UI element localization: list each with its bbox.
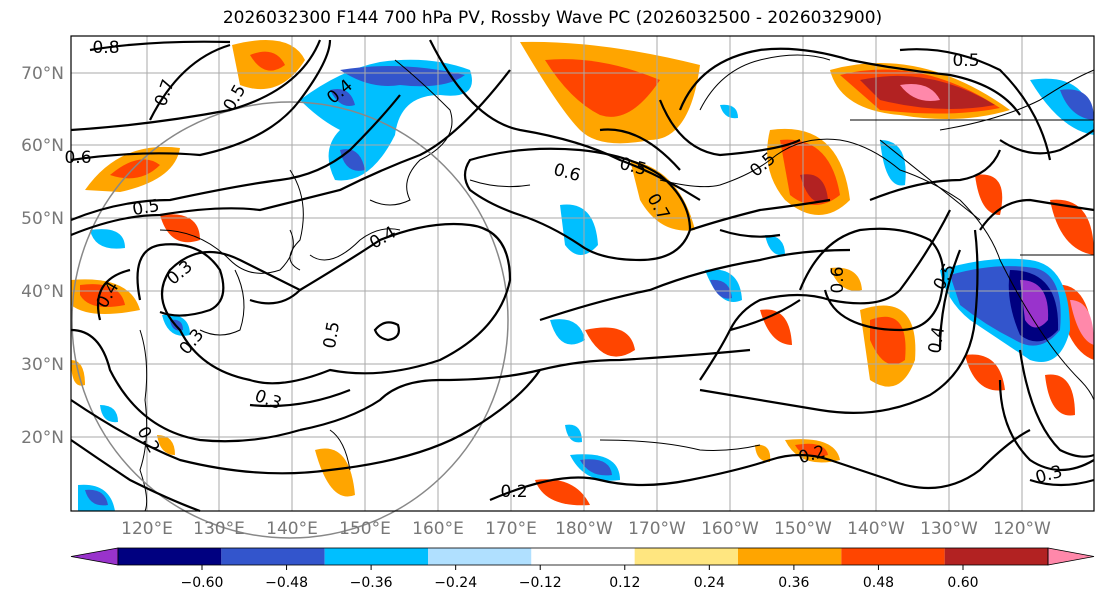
- contour-label: 0.5: [952, 51, 979, 71]
- pv-contours: [70, 39, 1095, 513]
- colorbar-extend-low: [70, 547, 119, 566]
- longitude-labels: 120°E 130°E 140°E 150°E 160°E 170°E 180°W 170°W…: [121, 519, 1051, 539]
- colorbar-bin: [841, 548, 945, 565]
- lon-label: 140°W: [847, 519, 905, 539]
- anomaly-blob: [315, 448, 355, 497]
- contour-label: 0.6: [828, 266, 848, 293]
- anomaly-blob: [880, 140, 906, 186]
- map-border: [70, 35, 1095, 512]
- contour-label: 0.5: [320, 320, 344, 350]
- anomaly-blob: [157, 435, 175, 455]
- lon-label: 130°E: [193, 519, 245, 539]
- anomaly-blob: [720, 104, 738, 119]
- lat-label: 20°N: [21, 428, 64, 448]
- lat-label: 30°N: [21, 355, 64, 375]
- anomaly-blob: [550, 319, 585, 345]
- lon-label: 180°W: [555, 519, 613, 539]
- lat-label: 50°N: [21, 209, 64, 229]
- lon-label: 150°E: [339, 519, 391, 539]
- colorbar-bin: [428, 548, 532, 565]
- lon-label: 170°W: [628, 519, 686, 539]
- contour-label: 0.8: [92, 38, 119, 58]
- anomaly-blob: [585, 327, 635, 357]
- lat-lon-grid: [71, 36, 1094, 511]
- colorbar-tick-label: 0.48: [863, 575, 894, 591]
- colorbar-tick-label: 0.60: [947, 575, 978, 591]
- contour-label: 0.2: [500, 482, 527, 502]
- domain-circle: [71, 101, 509, 539]
- anomaly-blob: [160, 214, 200, 243]
- colorbar-bin: [221, 548, 325, 565]
- anomaly-blob: [90, 229, 125, 249]
- lon-label: 120°W: [993, 519, 1051, 539]
- lon-label: 130°W: [920, 519, 978, 539]
- anomaly-blob: [755, 444, 771, 462]
- anomaly-blob: [965, 354, 1005, 391]
- colorbar-tick-label: −0.48: [265, 575, 308, 591]
- anomaly-blob: [340, 66, 465, 87]
- colorbar-tick-label: −0.60: [181, 575, 224, 591]
- lat-label: 70°N: [21, 64, 64, 84]
- anomaly-blob: [1020, 280, 1049, 328]
- latitude-labels: 70°N 60°N 50°N 40°N 30°N 20°N: [21, 64, 64, 448]
- pv-shading: [71, 40, 1094, 511]
- anomaly-blob: [975, 174, 1003, 215]
- colorbar-bin: [944, 548, 1048, 565]
- contour-label: 0.6: [64, 148, 91, 168]
- anomaly-blob: [1050, 199, 1094, 255]
- colorbar-tick-label: 0.12: [609, 575, 640, 591]
- anomaly-blob: [100, 405, 118, 423]
- colorbar-extend-high: [1047, 547, 1095, 566]
- lon-label: 160°E: [412, 519, 464, 539]
- colorbar-bin: [531, 548, 635, 565]
- lat-label: 40°N: [21, 282, 64, 302]
- coastlines: [139, 54, 1095, 512]
- anomaly-blob: [1045, 374, 1075, 416]
- anomaly-blob: [900, 84, 940, 101]
- lat-label: 60°N: [21, 136, 64, 156]
- anomaly-blob: [560, 204, 598, 255]
- colorbar-bin: [738, 548, 842, 565]
- colorbar-tick-label: 0.36: [778, 575, 809, 591]
- colorbar-tick-label: 0.24: [694, 575, 725, 591]
- colorbar-outline: [117, 547, 1049, 566]
- anomaly-blob: [250, 51, 285, 71]
- anomaly-blob: [1060, 89, 1094, 120]
- anomaly-blob: [85, 489, 108, 506]
- anomaly-blob: [1070, 300, 1094, 345]
- anomaly-blob: [580, 459, 612, 476]
- anomaly-blob: [800, 174, 828, 203]
- contour-label: 0.5: [131, 196, 161, 220]
- colorbar-tick-label: −0.12: [519, 575, 562, 591]
- anomaly-blob: [765, 235, 785, 256]
- lon-label: 140°E: [266, 519, 318, 539]
- anomaly-blob: [330, 89, 355, 106]
- colorbar-bin: [324, 548, 428, 565]
- anomaly-blob: [535, 479, 590, 506]
- anomaly-blob: [710, 279, 732, 299]
- lon-label: 150°W: [774, 519, 832, 539]
- anomaly-blob: [565, 424, 582, 443]
- colorbar: −0.60 −0.48 −0.36 −0.24 −0.12 0.12 0.24 0.36 0.4…: [70, 547, 1095, 591]
- colorbar-tick-label: −0.24: [434, 575, 477, 591]
- lon-label: 120°E: [121, 519, 173, 539]
- lon-label: 170°E: [485, 519, 537, 539]
- colorbar-bin: [118, 548, 222, 565]
- anomaly-blob: [545, 59, 660, 117]
- anomaly-blob: [630, 160, 695, 231]
- lon-label: 160°W: [701, 519, 759, 539]
- contour-label: 0.4: [925, 325, 949, 355]
- anomaly-blob: [830, 267, 862, 291]
- chart-title: 2026032300 F144 700 hPa PV, Rossby Wave …: [222, 8, 883, 28]
- anomaly-blob: [340, 149, 365, 171]
- anomaly-blob: [80, 284, 125, 308]
- colorbar-bin: [634, 548, 738, 565]
- colorbar-tick-label: −0.36: [350, 575, 393, 591]
